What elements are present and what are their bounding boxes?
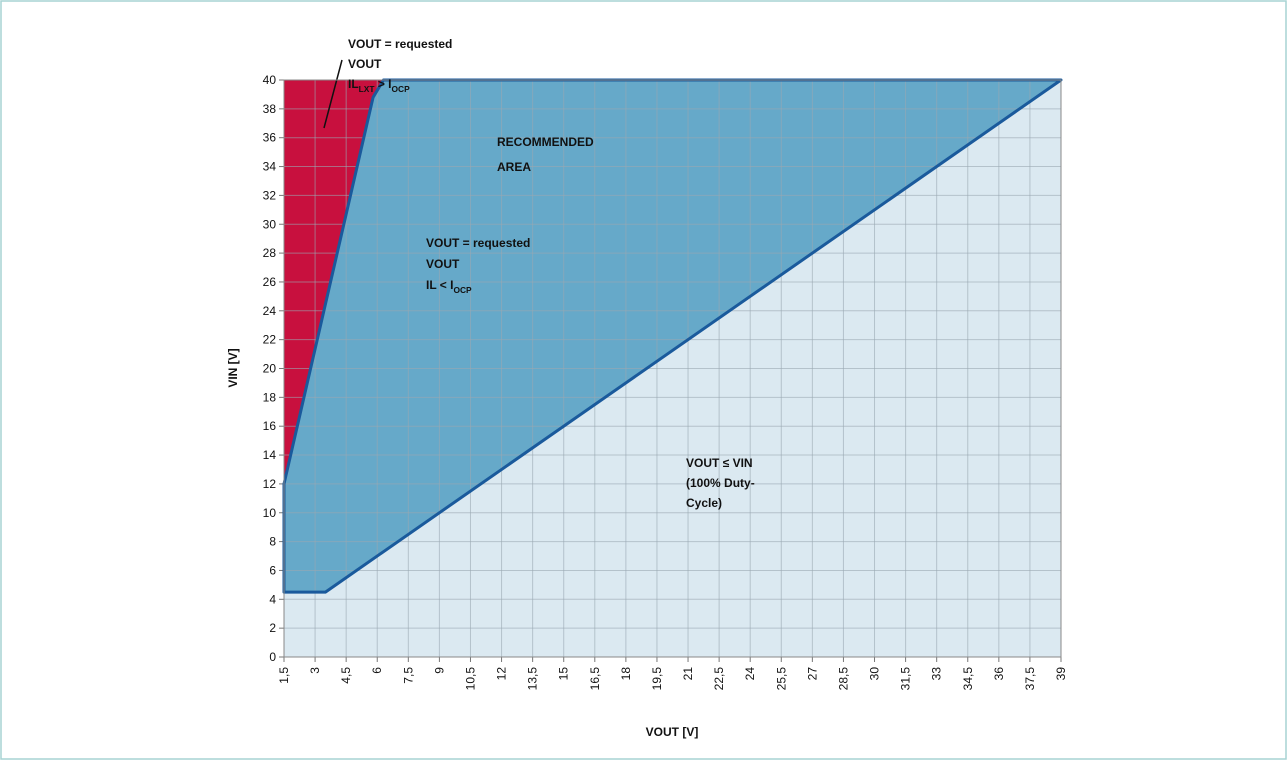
x-tick-label: 15 xyxy=(557,667,571,681)
annotation-text: > I xyxy=(375,77,392,91)
x-axis-label: VOUT [V] xyxy=(646,725,699,739)
y-tick-label: 36 xyxy=(263,131,277,145)
subscript: OCP xyxy=(392,84,411,94)
annotation-text: VOUT xyxy=(426,257,460,271)
y-tick-label: 20 xyxy=(263,362,277,376)
y-tick-label: 40 xyxy=(263,73,277,87)
x-tick-label: 34,5 xyxy=(961,667,975,691)
x-tick-label: 6 xyxy=(370,667,384,674)
y-tick-label: 38 xyxy=(263,102,277,116)
annotation: VOUT = requested xyxy=(348,37,452,51)
annotation-text: RECOMMENDED xyxy=(497,135,594,149)
y-tick-label: 26 xyxy=(263,275,277,289)
annotation-text: AREA xyxy=(497,160,531,174)
annotation: RECOMMENDED xyxy=(497,135,594,149)
annotation: Cycle) xyxy=(686,496,722,510)
y-tick-label: 28 xyxy=(263,246,277,260)
annotation: VOUT xyxy=(348,57,382,71)
x-tick-label: 19,5 xyxy=(650,667,664,691)
x-tick-label: 31,5 xyxy=(899,667,913,691)
x-tick-label: 1,5 xyxy=(277,667,291,684)
y-tick-label: 4 xyxy=(269,592,276,606)
y-tick-label: 0 xyxy=(269,650,276,664)
annotation: VOUT = requested xyxy=(426,236,530,250)
x-tick-label: 27 xyxy=(805,667,819,681)
x-tick-label: 18 xyxy=(619,667,633,681)
x-tick-label: 9 xyxy=(432,667,446,674)
y-tick-label: 2 xyxy=(269,621,276,635)
x-tick-label: 36 xyxy=(992,667,1006,681)
y-tick-label: 10 xyxy=(263,506,277,520)
annotation: ILLXT > IOCP xyxy=(348,77,410,94)
y-tick-label: 12 xyxy=(263,477,277,491)
annotation-text: VOUT = requested xyxy=(348,37,452,51)
subscript: OCP xyxy=(453,285,472,295)
annotation: AREA xyxy=(497,160,531,174)
annotation: (100% Duty- xyxy=(686,476,755,490)
x-tick-label: 16,5 xyxy=(588,667,602,691)
x-tick-label: 28,5 xyxy=(836,667,850,691)
annotation-text: VOUT = requested xyxy=(426,236,530,250)
region xyxy=(284,80,384,484)
y-tick-label: 6 xyxy=(269,563,276,577)
x-tick-label: 22,5 xyxy=(712,667,726,691)
annotation: IL < IOCP xyxy=(426,278,472,295)
y-tick-label: 18 xyxy=(263,390,277,404)
y-tick-label: 24 xyxy=(263,304,277,318)
annotation-text: (100% Duty- xyxy=(686,476,755,490)
x-tick-label: 13,5 xyxy=(526,667,540,691)
y-tick-label: 32 xyxy=(263,188,277,202)
x-tick-label: 10,5 xyxy=(463,667,477,691)
x-tick-label: 30 xyxy=(868,667,882,681)
plot-border xyxy=(283,79,1062,658)
subscript: LXT xyxy=(359,84,376,94)
y-axis-label: VIN [V] xyxy=(226,348,240,387)
region xyxy=(284,80,1061,593)
x-tick-label: 12 xyxy=(495,667,509,681)
x-tick-label: 4,5 xyxy=(339,667,353,684)
annotation: VOUT ≤ VIN xyxy=(686,456,753,470)
x-tick-label: 3 xyxy=(308,667,322,674)
x-tick-label: 33 xyxy=(930,667,944,681)
annotation-text: IL < I xyxy=(426,278,453,292)
y-tick-label: 14 xyxy=(263,448,277,462)
x-tick-label: 7,5 xyxy=(401,667,415,684)
annotation-text: Cycle) xyxy=(686,496,722,510)
x-tick-label: 39 xyxy=(1054,667,1068,681)
x-tick-label: 24 xyxy=(743,667,757,681)
annotation-text: VOUT xyxy=(348,57,382,71)
x-tick-label: 21 xyxy=(681,667,695,681)
annotation-text: VOUT ≤ VIN xyxy=(686,456,753,470)
x-tick-label: 37,5 xyxy=(1023,667,1037,691)
y-tick-label: 8 xyxy=(269,535,276,549)
y-tick-label: 16 xyxy=(263,419,277,433)
annotation-text: IL xyxy=(348,77,359,91)
y-tick-label: 30 xyxy=(263,217,277,231)
y-tick-label: 22 xyxy=(263,333,277,347)
annotation: VOUT xyxy=(426,257,460,271)
y-tick-label: 34 xyxy=(263,160,277,174)
pointer-line xyxy=(323,59,343,129)
x-tick-label: 25,5 xyxy=(774,667,788,691)
